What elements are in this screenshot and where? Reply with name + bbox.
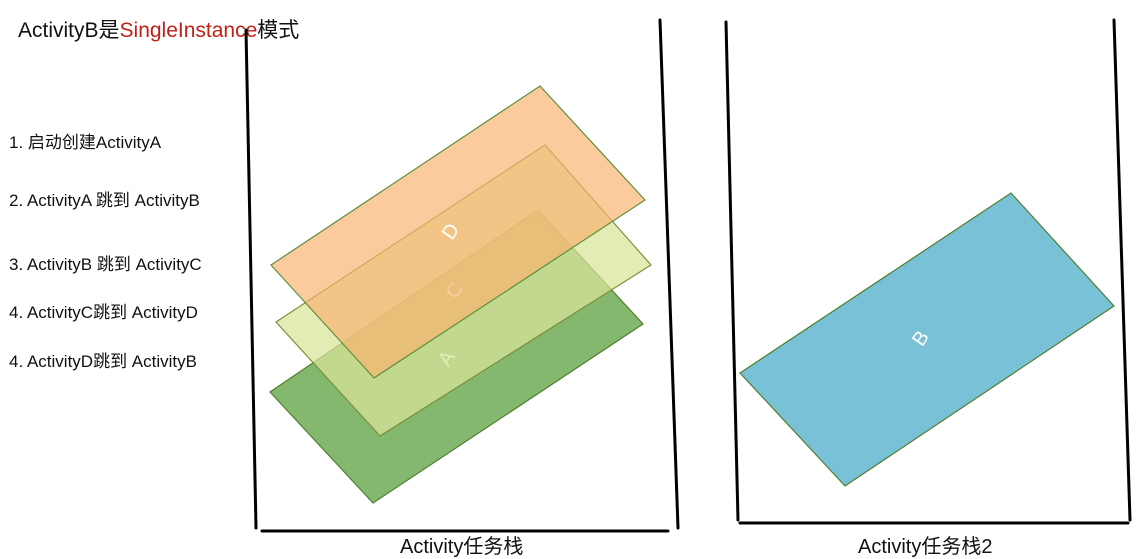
step-3: 3. ActivityB 跳到 ActivityC bbox=[9, 255, 202, 274]
card-b bbox=[739, 192, 1115, 487]
step-2: 2. ActivityA 跳到 ActivityB bbox=[9, 191, 200, 210]
diagram-title: ActivityB是SingleInstance模式 bbox=[18, 14, 299, 44]
step-4: 4. ActivityC跳到 ActivityD bbox=[9, 303, 198, 322]
title-suffix: 模式 bbox=[257, 19, 300, 42]
stack-2-container bbox=[724, 18, 1132, 525]
card-d bbox=[270, 85, 646, 379]
stack-1-right-wall bbox=[658, 18, 680, 530]
stack-2-label: Activity任务栈2 bbox=[858, 536, 993, 558]
stack-2-left-wall bbox=[724, 20, 740, 522]
stack-2-right-wall bbox=[1112, 18, 1132, 522]
title-highlight: SingleInstance bbox=[119, 19, 258, 42]
step-5: 4. ActivityD跳到 ActivityB bbox=[9, 352, 197, 371]
stack-1-label: Activity任务栈 bbox=[400, 536, 524, 558]
stack-1-left-wall bbox=[244, 28, 258, 530]
step-1: 1. 启动创建ActivityA bbox=[9, 133, 162, 152]
title-prefix: ActivityB是 bbox=[18, 19, 120, 42]
stack-1-container bbox=[244, 18, 680, 533]
